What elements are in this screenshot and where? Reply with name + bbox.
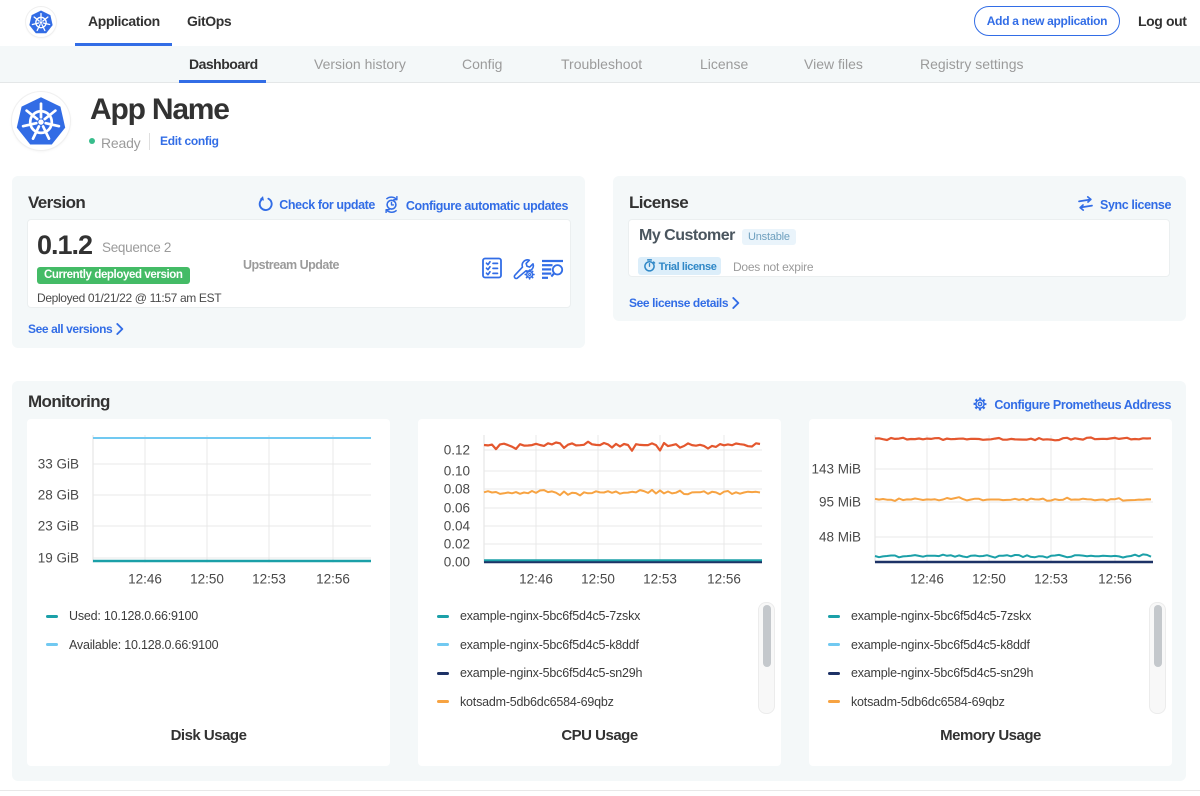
svg-text:0.10: 0.10 bbox=[444, 464, 470, 479]
svg-text:0.06: 0.06 bbox=[444, 501, 470, 516]
svg-text:12:53: 12:53 bbox=[1034, 572, 1068, 587]
svg-text:33 GiB: 33 GiB bbox=[38, 457, 79, 472]
svg-text:143 MiB: 143 MiB bbox=[811, 462, 861, 477]
svg-text:0.08: 0.08 bbox=[444, 482, 470, 497]
svg-text:12:56: 12:56 bbox=[1098, 572, 1132, 587]
svg-text:12:56: 12:56 bbox=[316, 572, 350, 587]
svg-text:95 MiB: 95 MiB bbox=[819, 495, 861, 510]
svg-text:12:56: 12:56 bbox=[707, 572, 741, 587]
svg-text:12:46: 12:46 bbox=[128, 572, 162, 587]
svg-text:0.02: 0.02 bbox=[444, 537, 470, 552]
svg-text:48 MiB: 48 MiB bbox=[819, 530, 861, 545]
svg-text:12:53: 12:53 bbox=[252, 572, 286, 587]
svg-text:0.00: 0.00 bbox=[444, 555, 470, 570]
svg-text:12:46: 12:46 bbox=[519, 572, 553, 587]
svg-text:12:53: 12:53 bbox=[643, 572, 677, 587]
svg-text:12:50: 12:50 bbox=[190, 572, 224, 587]
svg-text:0.04: 0.04 bbox=[444, 519, 471, 534]
svg-text:23 GiB: 23 GiB bbox=[38, 519, 79, 534]
svg-text:19 GiB: 19 GiB bbox=[38, 551, 79, 566]
svg-text:0.12: 0.12 bbox=[444, 443, 470, 458]
svg-text:28 GiB: 28 GiB bbox=[38, 488, 79, 503]
svg-text:12:50: 12:50 bbox=[581, 572, 615, 587]
svg-text:12:50: 12:50 bbox=[972, 572, 1006, 587]
svg-text:12:46: 12:46 bbox=[910, 572, 944, 587]
